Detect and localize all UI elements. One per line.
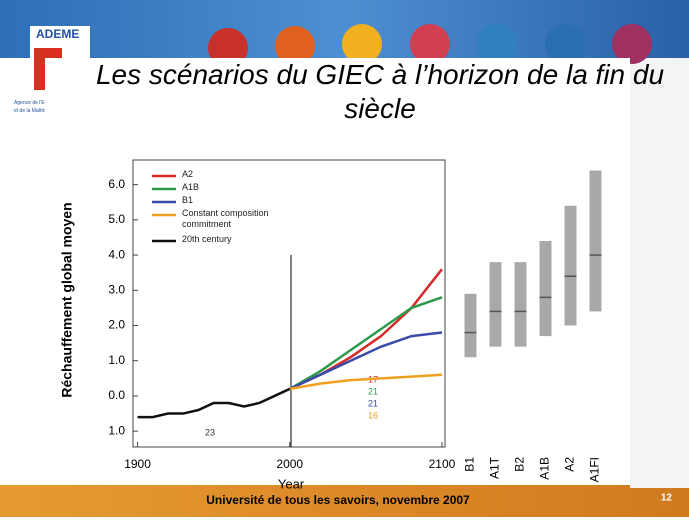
legend-label: 20th century <box>182 234 232 244</box>
y-tick-label: 0.0 <box>108 388 125 402</box>
range-label: B1 <box>463 457 477 472</box>
bottom-banner <box>0 485 689 517</box>
model-count: 16 <box>368 410 378 420</box>
series-line <box>137 387 291 419</box>
legend-label: Constant composition commitment <box>182 208 269 229</box>
page-number: 12 <box>661 493 673 504</box>
legend-entry: A1B <box>182 182 200 192</box>
title: Les scénarios du GIEC à l’horizon de la … <box>95 59 665 124</box>
agency-line: et de la Maîtrise c <box>14 108 54 114</box>
series-line <box>289 331 443 391</box>
y-tick-label: 4.0 <box>108 247 125 261</box>
x-axis-label: Year <box>278 476 305 491</box>
legend-entry: A2 <box>182 169 194 179</box>
logo-text: ADEME <box>36 27 79 41</box>
legend-label: B1 <box>182 195 194 205</box>
y-tick-label: 1.0 <box>108 423 125 437</box>
legend-entry: 20th century <box>182 234 232 244</box>
range-label: A1B <box>538 457 552 480</box>
footer: Université de tous les savoirs, novembre… <box>206 493 470 507</box>
legend-entry: B1 <box>182 195 194 205</box>
plot-frame <box>132 159 446 448</box>
title-box: Les scénarios du GIEC à l’horizon de la … <box>95 59 665 124</box>
model-count: 21 <box>368 386 378 396</box>
title-area <box>45 58 630 136</box>
range-bar <box>489 262 502 347</box>
x-tick-label: 2100 <box>429 457 456 471</box>
y-axis-label: Réchauffement global moyen <box>59 202 75 397</box>
range-label: A2 <box>563 457 577 472</box>
range-bar <box>589 170 602 312</box>
series-line <box>289 373 443 391</box>
y-tick-label: 6.0 <box>108 177 125 191</box>
y-tick-label: 5.0 <box>108 212 125 226</box>
x-tick-label: 1900 <box>124 457 151 471</box>
y-tick-label: 1.0 <box>108 353 125 367</box>
legend-label: A1B <box>182 182 200 192</box>
range-bar <box>464 293 477 358</box>
range-bar <box>514 262 527 347</box>
legend-label: A2 <box>182 169 194 179</box>
series-line <box>289 296 443 390</box>
range-bar <box>564 205 577 326</box>
range-label: A1T <box>488 456 502 479</box>
legend-entry: Constant composition commitment <box>182 208 269 229</box>
range-label: B2 <box>513 457 527 472</box>
range-bar <box>539 240 552 337</box>
agency-line: Agence de l'Envi <box>14 100 51 106</box>
y-tick-label: 3.0 <box>108 282 125 296</box>
model-count: 21 <box>368 398 378 408</box>
y-tick-label: 2.0 <box>108 318 125 332</box>
x-tick-label: 2000 <box>276 457 303 471</box>
range-label: A1FI <box>588 457 602 482</box>
model-count: 23 <box>205 427 215 437</box>
right-margin <box>630 58 689 488</box>
